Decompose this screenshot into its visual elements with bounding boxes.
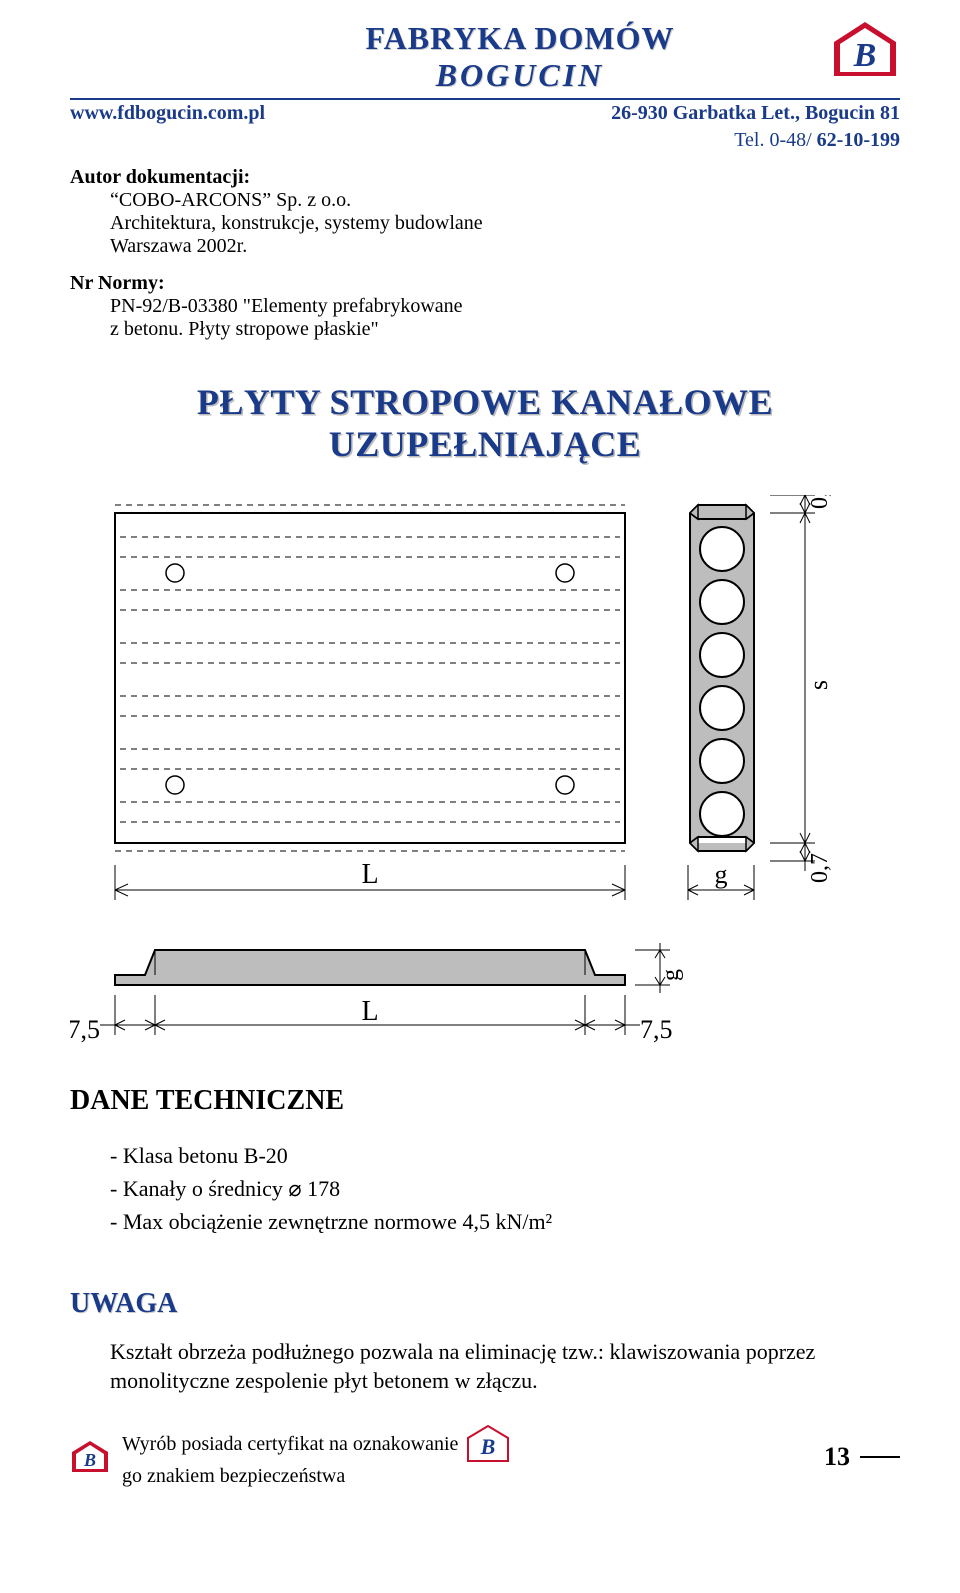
url-address-row: www.fdbogucin.com.pl 26-930 Garbatka Let… — [70, 102, 900, 125]
cert-logo-icon: B — [466, 1425, 510, 1463]
uwaga-header: UWAGA — [70, 1288, 900, 1320]
norm-body: PN-92/B-03380 "Elementy prefabrykowane z… — [70, 295, 900, 341]
dim-g-text: g — [715, 860, 728, 889]
page-line — [860, 1456, 900, 1458]
dim-g-side-text: g — [658, 969, 684, 981]
norm-line1: PN-92/B-03380 "Elementy prefabrykowane — [110, 295, 900, 318]
dim-07-bot: 0,7 — [807, 853, 833, 883]
page-title: PŁYTY STROPOWE KANAŁOWE UZUPEŁNIAJĄCE — [70, 381, 900, 465]
brand-line1: FABRYKA DOMÓW — [210, 20, 830, 57]
dim-L-text: L — [361, 859, 378, 890]
footer-left: B Wyrób posiada certyfikat na oznakowani… — [70, 1425, 510, 1489]
footer: B Wyrób posiada certyfikat na oznakowani… — [70, 1425, 900, 1489]
tech-l1: - Klasa betonu B-20 — [110, 1139, 900, 1172]
norm-block: Nr Normy: PN-92/B-03380 "Elementy prefab… — [70, 272, 900, 341]
svg-text:B: B — [853, 37, 877, 74]
tech-l3: - Max obciążenie zewnętrzne normowe 4,5 … — [110, 1205, 900, 1238]
page-number-wrap: 13 — [824, 1442, 900, 1472]
side-elevation — [115, 950, 625, 985]
tech-list: - Klasa betonu B-20 - Kanały o średnicy … — [70, 1139, 900, 1238]
technical-diagram: L g — [70, 495, 900, 1055]
author-line3: Warszawa 2002r. — [110, 235, 900, 258]
cross-section — [690, 505, 754, 851]
website-url: www.fdbogucin.com.pl — [70, 102, 265, 125]
svg-text:B: B — [83, 1450, 96, 1470]
norm-label: Nr Normy: — [70, 272, 900, 295]
author-line1: “COBO-ARCONS” Sp. z o.o. — [110, 189, 900, 212]
author-body: “COBO-ARCONS” Sp. z o.o. Architektura, k… — [70, 189, 900, 258]
divider — [70, 98, 900, 100]
svg-text:B: B — [480, 1434, 496, 1459]
logo-house-b-icon: B — [830, 20, 900, 80]
tel-prefix: Tel. 0-48/ — [734, 129, 816, 151]
author-label: Autor dokumentacji: — [70, 166, 900, 189]
brand-line2: BOGUCIN — [210, 57, 830, 94]
header: FABRYKA DOMÓW BOGUCIN B — [70, 20, 900, 94]
dim-07-top: 0,7 — [807, 495, 833, 509]
plan-view — [115, 505, 625, 851]
cert-line2: go znakiem bezpieczeństwa — [122, 1463, 510, 1489]
mini-logo-icon: B — [70, 1440, 110, 1474]
tel-number: 62-10-199 — [817, 129, 900, 151]
brand-block: FABRYKA DOMÓW BOGUCIN — [210, 20, 830, 94]
cert-text: Wyrób posiada certyfikat na oznakowanie … — [122, 1425, 510, 1489]
cert-line1: Wyrób posiada certyfikat na oznakowanie — [122, 1431, 458, 1457]
uwaga-body: Kształt obrzeża podłużnego pozwala na el… — [70, 1338, 900, 1395]
dim-L-bottom: L — [361, 996, 378, 1027]
company-address: 26-930 Garbatka Let., Bogucin 81 — [611, 102, 900, 125]
dim-s: s — [804, 680, 833, 690]
author-block: Autor dokumentacji: “COBO-ARCONS” Sp. z … — [70, 166, 900, 258]
dim-75-left: 7,5 — [70, 1015, 100, 1044]
page-number: 13 — [824, 1442, 850, 1472]
telephone-row: Tel. 0-48/ 62-10-199 — [70, 129, 900, 152]
tech-l2: - Kanały o średnicy ⌀ 178 — [110, 1172, 900, 1205]
dim-g-side — [635, 943, 670, 993]
author-line2: Architektura, konstrukcje, systemy budow… — [110, 212, 900, 235]
dim-75-right: 7,5 — [640, 1015, 673, 1044]
norm-line2: z betonu. Płyty stropowe płaskie" — [110, 318, 900, 341]
